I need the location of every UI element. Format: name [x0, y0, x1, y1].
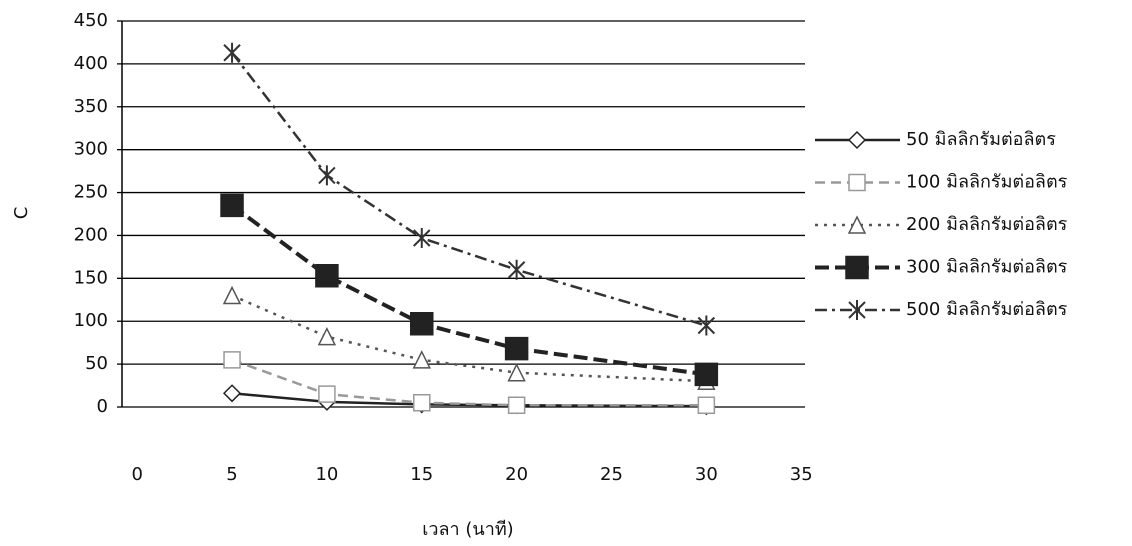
- x-tick-label: 20: [505, 464, 528, 485]
- marker: [317, 326, 337, 346]
- marker: [410, 312, 434, 336]
- marker: [507, 363, 526, 382]
- marker: [694, 362, 719, 387]
- marker: [848, 300, 866, 320]
- y-tick-label: 150: [74, 267, 108, 288]
- marker: [315, 264, 339, 288]
- x-tick-label: 0: [131, 464, 142, 485]
- x-tick-label: 35: [790, 464, 813, 485]
- x-tick-label: 30: [695, 464, 718, 485]
- y-tick-label: 0: [97, 396, 108, 417]
- marker: [413, 228, 431, 249]
- marker: [222, 384, 242, 403]
- marker: [223, 42, 241, 63]
- marker: [847, 215, 867, 234]
- marker: [412, 350, 431, 369]
- x-axis-label: เวลา (นาที): [422, 519, 513, 540]
- y-tick-label: 350: [74, 96, 108, 117]
- marker: [318, 165, 336, 186]
- x-tick-label: 5: [226, 464, 237, 485]
- marker: [504, 336, 529, 361]
- marker: [318, 385, 336, 403]
- marker: [697, 315, 716, 336]
- series-line: [230, 203, 707, 377]
- legend-label: 50 มิลลิกรัมต่อลิตร: [906, 129, 1056, 150]
- series-line: [231, 51, 707, 327]
- y-tick-label: 400: [74, 53, 108, 74]
- legend-label: 200 มิลลิกรัมต่อลิตร: [906, 214, 1068, 235]
- marker: [848, 173, 866, 192]
- x-tick-label: 15: [410, 464, 433, 485]
- marker: [507, 396, 526, 415]
- marker: [845, 255, 869, 280]
- marker: [220, 193, 244, 218]
- legend-label: 300 มิลลิกรัมต่อลิตร: [906, 257, 1068, 278]
- y-tick-label: 300: [74, 139, 108, 160]
- y-tick-label: 450: [74, 10, 108, 31]
- y-tick-label: 50: [85, 353, 108, 374]
- marker: [223, 351, 241, 369]
- marker: [413, 393, 431, 412]
- legend-label: 100 มิลลิกรัมต่อลิตร: [906, 172, 1068, 193]
- x-tick-label: 10: [315, 464, 338, 485]
- marker: [847, 130, 867, 150]
- y-tick-label: 200: [74, 224, 108, 245]
- marker: [222, 285, 242, 305]
- legend-label: 500 มิลลิกรัมต่อลิตร: [906, 299, 1068, 320]
- marker: [697, 396, 716, 415]
- y-axis-label: C: [11, 207, 32, 220]
- series-line: [231, 294, 707, 383]
- y-tick-label: 250: [74, 182, 108, 203]
- y-tick-label: 100: [74, 310, 108, 331]
- x-tick-label: 25: [600, 464, 623, 485]
- marker: [507, 259, 526, 280]
